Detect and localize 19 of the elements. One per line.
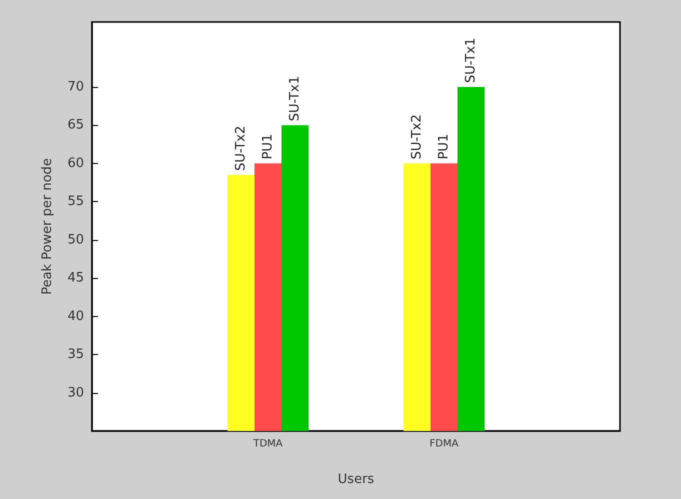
y-axis-title: Peak Power per node: [40, 158, 55, 295]
x-tick-label: FDMA: [430, 438, 459, 450]
text: SU-Tx1: [464, 38, 478, 83]
y-tick-label: 60: [67, 156, 84, 171]
text: SU-Tx2: [234, 126, 248, 171]
y-tick-label: 50: [67, 232, 84, 248]
x-axis-title: Users: [338, 472, 374, 487]
x-tick-label: TDMA: [252, 438, 283, 450]
y-tick-label: 55: [67, 194, 84, 210]
y-tick-label: 70: [67, 79, 84, 94]
text: SU-Tx2: [410, 114, 424, 160]
y-tick-label: 35: [67, 347, 84, 362]
text: SU-Tx1: [288, 76, 302, 122]
y-tick-label: 45: [67, 270, 84, 286]
y-tick-label: 40: [67, 308, 84, 324]
y-tick-label: 30: [67, 385, 84, 400]
y-tick-label: 65: [67, 118, 84, 133]
text: PU1: [436, 134, 452, 160]
text: PU1: [260, 134, 276, 160]
